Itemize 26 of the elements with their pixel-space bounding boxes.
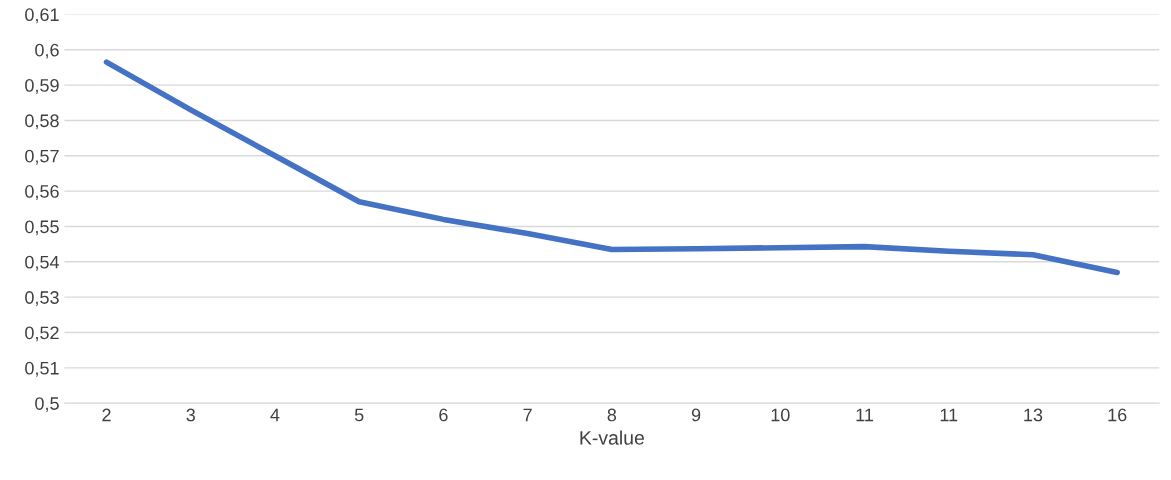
y-tick-label: 0,51 bbox=[25, 361, 59, 377]
y-tick-label: 0,61 bbox=[25, 8, 59, 24]
y-tick-label: 0,55 bbox=[25, 220, 59, 236]
x-tick-label: 16 bbox=[1108, 408, 1127, 422]
y-tick-label: 0,57 bbox=[25, 149, 59, 165]
y-tick-label: 0,5 bbox=[35, 397, 59, 413]
x-tick-label: 11 bbox=[940, 408, 958, 422]
x-tick-label: 13 bbox=[1024, 408, 1043, 422]
x-tick-label: 10 bbox=[771, 408, 790, 422]
y-tick-label: 0,52 bbox=[25, 326, 59, 342]
x-tick-label: 4 bbox=[270, 408, 280, 422]
x-tick-label: 7 bbox=[523, 408, 532, 422]
x-axis-title: K-value bbox=[580, 430, 644, 445]
x-tick-label: 3 bbox=[186, 408, 195, 422]
y-tick-label: 0,53 bbox=[25, 291, 59, 307]
x-tick-label: 5 bbox=[354, 408, 364, 422]
y-tick-label: 0,6 bbox=[35, 43, 59, 59]
x-tick-label: 11 bbox=[856, 408, 874, 422]
y-tick-label: 0,56 bbox=[25, 185, 59, 200]
x-tick-label: 9 bbox=[691, 408, 701, 422]
y-tick-label: 0,59 bbox=[25, 79, 59, 94]
x-tick-label: 6 bbox=[439, 408, 448, 422]
x-tick-label: 2 bbox=[102, 408, 111, 422]
x-tick-label: 8 bbox=[607, 408, 617, 422]
y-tick-label: 0,54 bbox=[25, 255, 60, 271]
y-tick-label: 0,58 bbox=[25, 114, 59, 130]
